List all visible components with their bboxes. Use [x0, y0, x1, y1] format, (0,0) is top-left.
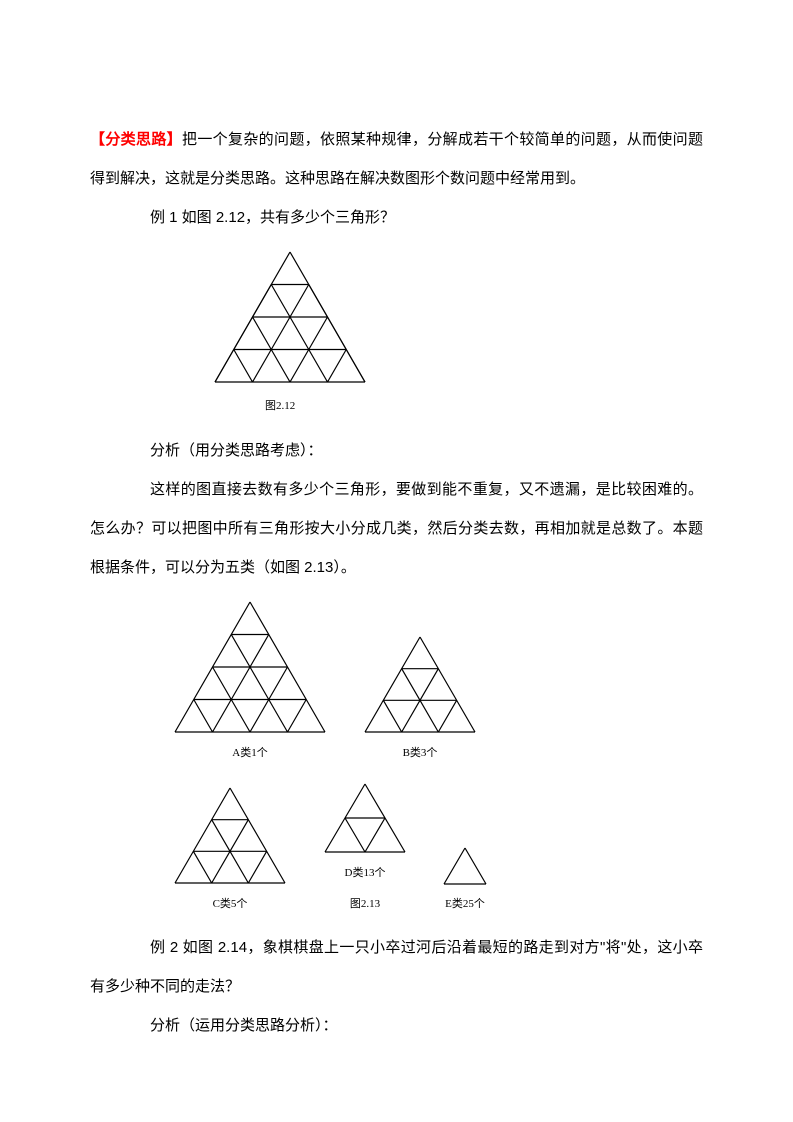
- triangle-B-icon: [360, 632, 480, 737]
- example2-title: 例 2 如图 2.14，象棋棋盘上一只小卒过河后沿着最短的路走到对方"将"处，这…: [90, 928, 703, 1006]
- fig-item-C: C类5个: [170, 783, 290, 919]
- intro-paragraph: 【分类思路】把一个复杂的问题，依照某种规律，分解成若干个较简单的问题，从而使问题…: [90, 120, 703, 198]
- example1-analysis-text: 这样的图直接去数有多少个三角形，要做到能不重复，又不遗漏，是比较困难的。怎么办？…: [90, 470, 703, 587]
- triangle-D-icon: [320, 779, 410, 857]
- example2-analysis-label: 分析（运用分类思路分析）：: [90, 1006, 703, 1045]
- fig-2-12-label: 图2.12: [265, 392, 703, 421]
- example1-analysis-label: 分析（用分类思路考虑）：: [90, 431, 703, 470]
- figure-2-12: 图2.12: [210, 247, 703, 421]
- cat-A-label: A类1个: [232, 739, 267, 768]
- cat-C-label: C类5个: [213, 890, 248, 919]
- fig-row-1: A类1个 B类3个: [170, 597, 703, 768]
- fig-item-D: D类13个 图2.13: [320, 779, 410, 918]
- fig-item-A: A类1个: [170, 597, 330, 768]
- intro-heading: 【分类思路】: [90, 131, 182, 148]
- example1-title: 例 1 如图 2.12，共有多少个三角形？: [90, 198, 703, 237]
- cat-B-label: B类3个: [403, 739, 438, 768]
- figure-2-13: A类1个 B类3个: [170, 597, 703, 919]
- triangle-A-icon: [170, 597, 330, 737]
- triangle-E-icon: [440, 844, 490, 888]
- fig-row-2: C类5个 D类13个 图2.13 E类25个: [170, 779, 703, 918]
- fig-item-E: E类25个: [440, 844, 490, 919]
- fig-item-B: B类3个: [360, 632, 480, 768]
- triangle-4row-icon: [210, 247, 370, 392]
- fig-2-13-label: 图2.13: [350, 890, 380, 919]
- cat-D-label: D类13个: [345, 859, 386, 888]
- triangle-C-icon: [170, 783, 290, 888]
- cat-E-label: E类25个: [445, 890, 485, 919]
- intro-text: 把一个复杂的问题，依照某种规律，分解成若干个较简单的问题，从而使问题得到解决，这…: [90, 131, 703, 187]
